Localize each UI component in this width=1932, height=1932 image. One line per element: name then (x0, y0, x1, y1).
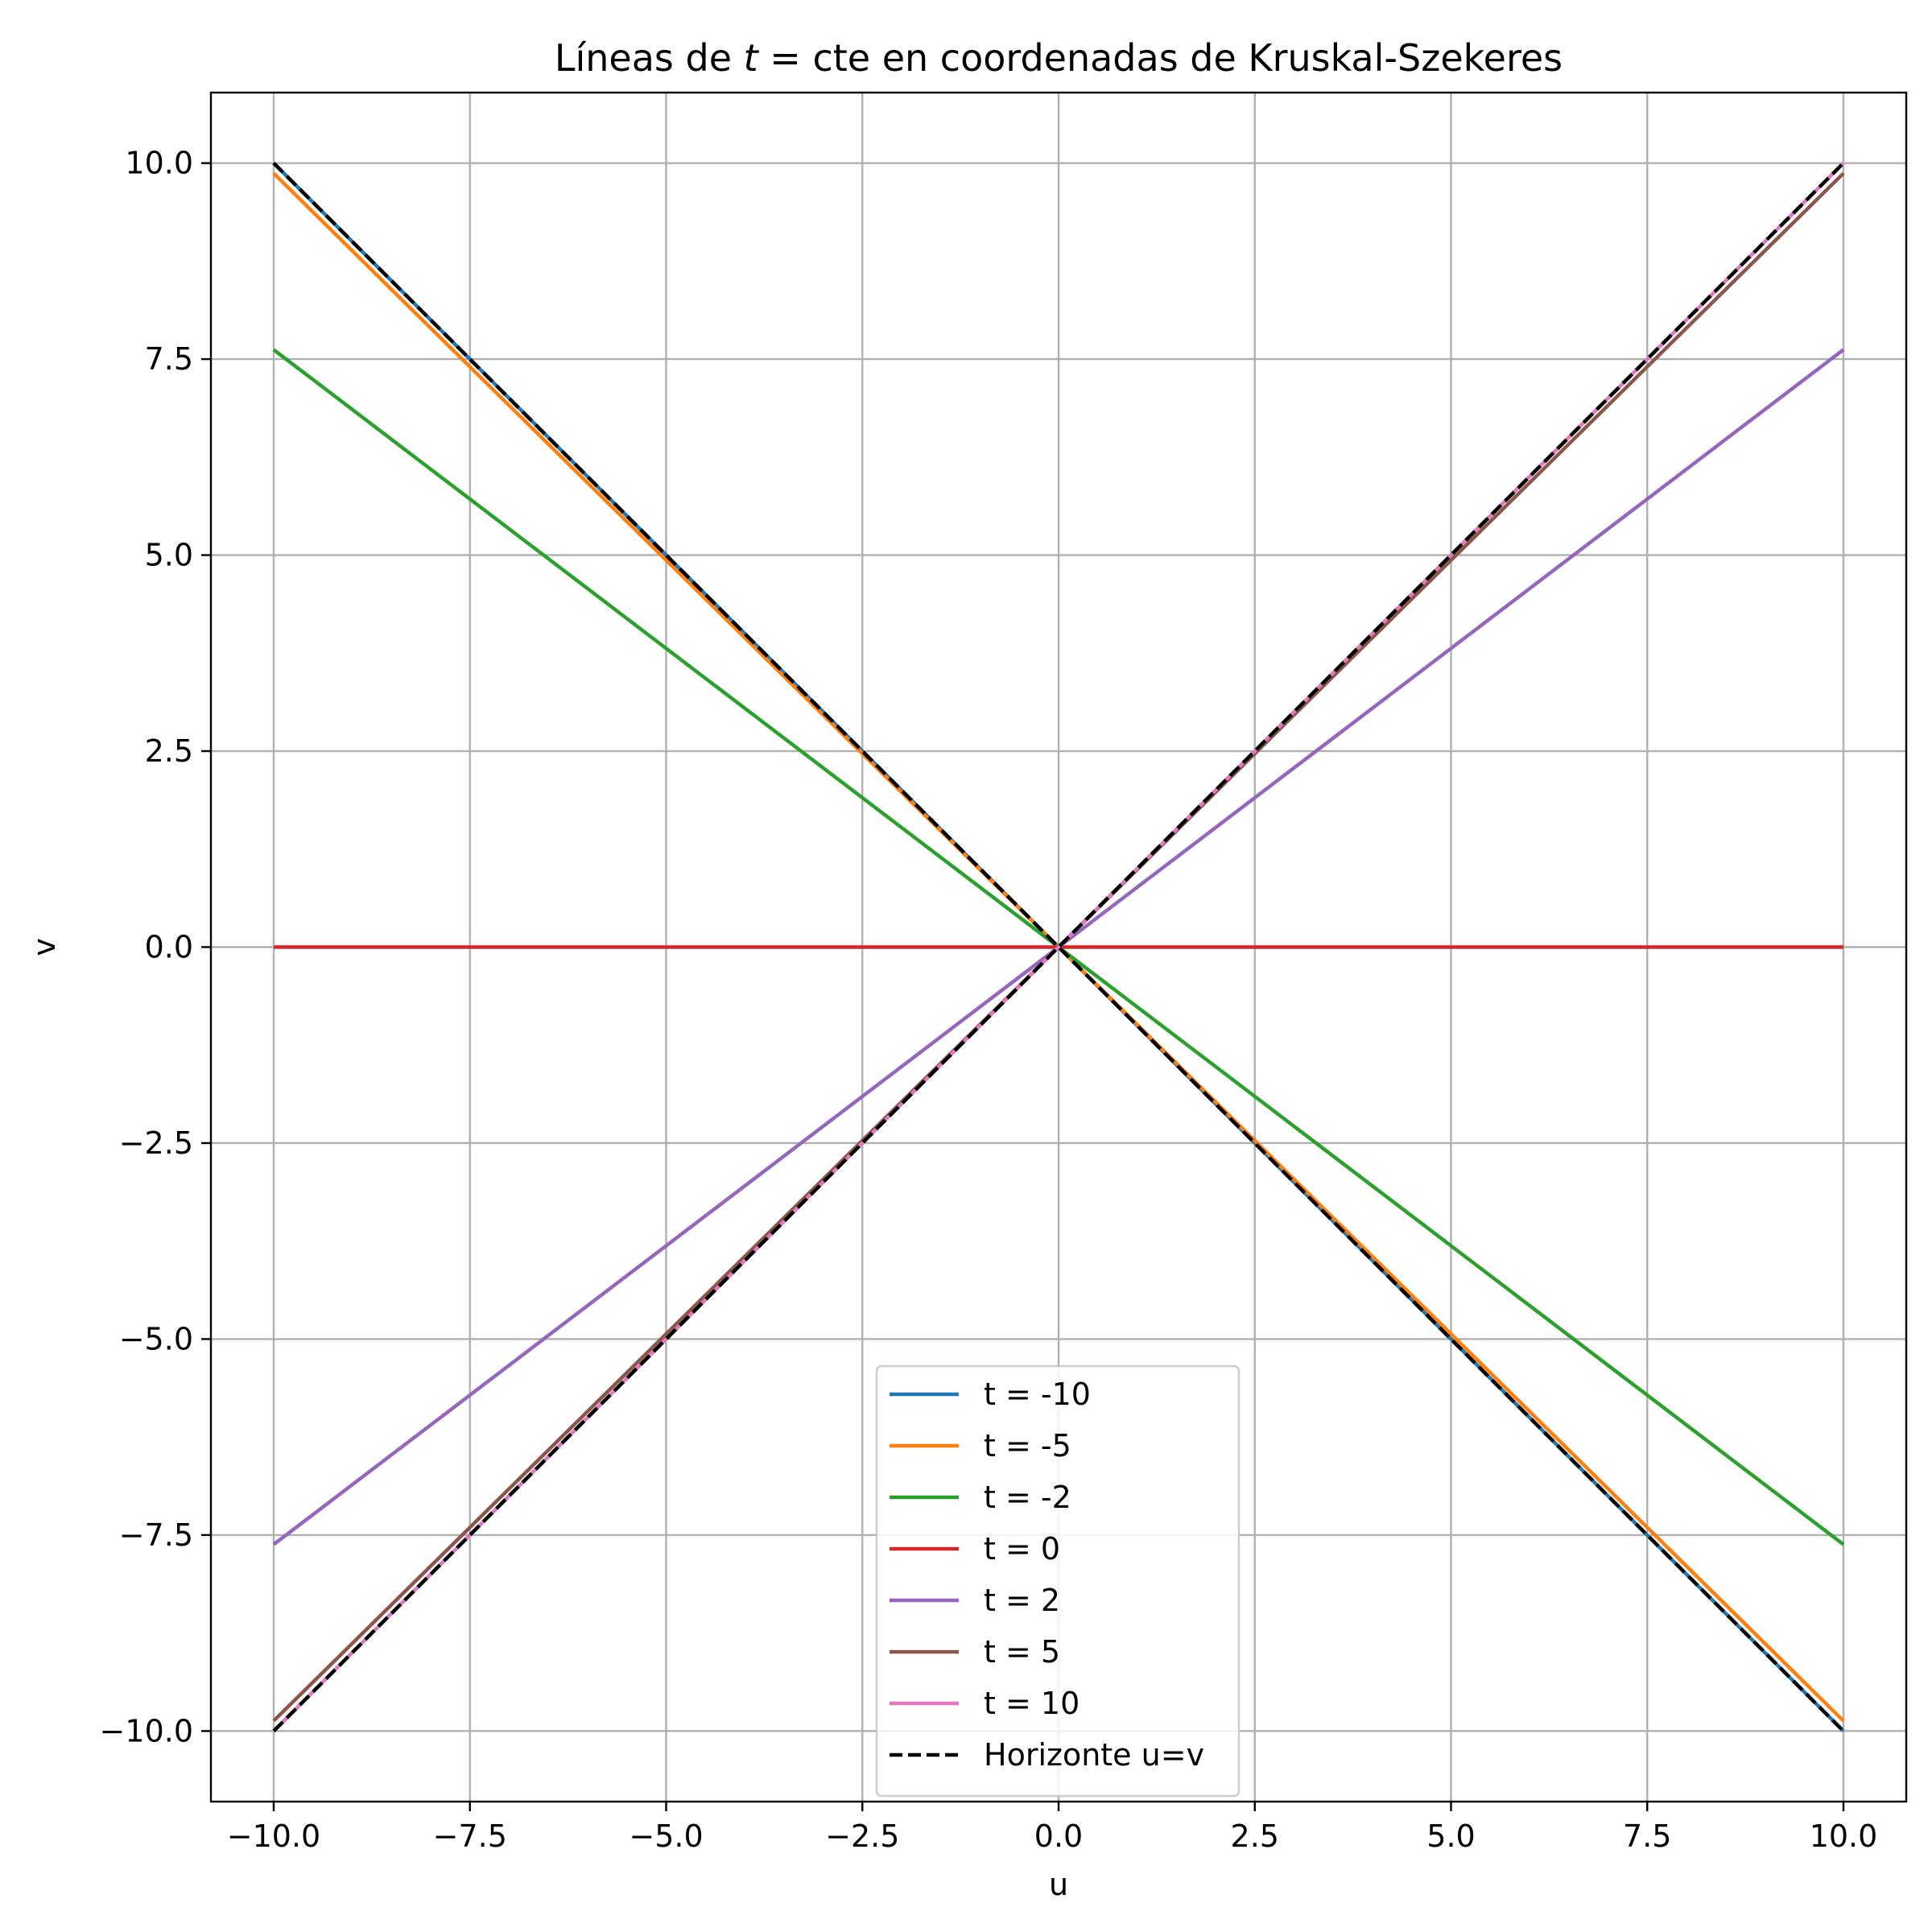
x-tick-label: −7.5 (433, 1818, 507, 1854)
x-tick-label: −2.5 (825, 1818, 899, 1854)
legend-label: t = 10 (984, 1686, 1080, 1721)
x-tick-label: 0.0 (1034, 1818, 1083, 1854)
x-tick-label: 5.0 (1426, 1818, 1475, 1854)
legend-label: t = 2 (984, 1583, 1060, 1618)
x-axis-label: u (1049, 1867, 1068, 1902)
x-tick-label: 2.5 (1231, 1818, 1279, 1854)
chart-title: Líneas de t = cte en coordenadas de Krus… (555, 36, 1563, 80)
x-tick-label: 7.5 (1623, 1818, 1671, 1854)
legend-label: Horizonte u=v (984, 1737, 1204, 1773)
legend-box (875, 1364, 1241, 1798)
y-axis-label: v (27, 938, 62, 956)
y-tick-label: −7.5 (119, 1517, 193, 1553)
legend-label: t = 0 (984, 1531, 1060, 1567)
y-tick-label: 10.0 (125, 146, 193, 181)
chart-title-italic: t (744, 36, 760, 80)
legend-label: t = -10 (984, 1377, 1091, 1412)
legend-label: t = -2 (984, 1480, 1071, 1515)
x-tick-label: −5.0 (629, 1818, 703, 1854)
y-tick-label: 0.0 (145, 930, 193, 965)
x-axis-ticks: −10.0 −7.5 −5.0 −2.5 0.0 2.5 5.0 7.5 10.0 (227, 1802, 1878, 1854)
y-tick-label: −2.5 (119, 1125, 193, 1161)
legend-label: t = -5 (984, 1428, 1071, 1463)
series-line (272, 162, 1845, 1732)
chart-title-suffix: = cte en coordenadas de Kruskal-Szekeres (758, 36, 1563, 80)
y-tick-label: −5.0 (119, 1321, 193, 1356)
legend: t = -10 t = -5 t = -2 t = 0 t = 2 t = 5 t = 10… (875, 1364, 1241, 1798)
y-tick-label: 2.5 (145, 733, 193, 769)
y-axis-ticks: −10.0 −7.5 −5.0 −2.5 0.0 2.5 5.0 7.5 10.0 (100, 146, 211, 1748)
y-tick-label: 7.5 (145, 341, 193, 377)
chart-title-prefix: Líneas de (555, 36, 744, 80)
y-tick-label: −10.0 (100, 1713, 193, 1748)
x-tick-label: 10.0 (1810, 1818, 1878, 1854)
legend-label: t = 5 (984, 1634, 1060, 1670)
y-tick-label: 5.0 (145, 538, 193, 573)
x-tick-label: −10.0 (227, 1818, 320, 1854)
plot-lines (272, 162, 1845, 1732)
